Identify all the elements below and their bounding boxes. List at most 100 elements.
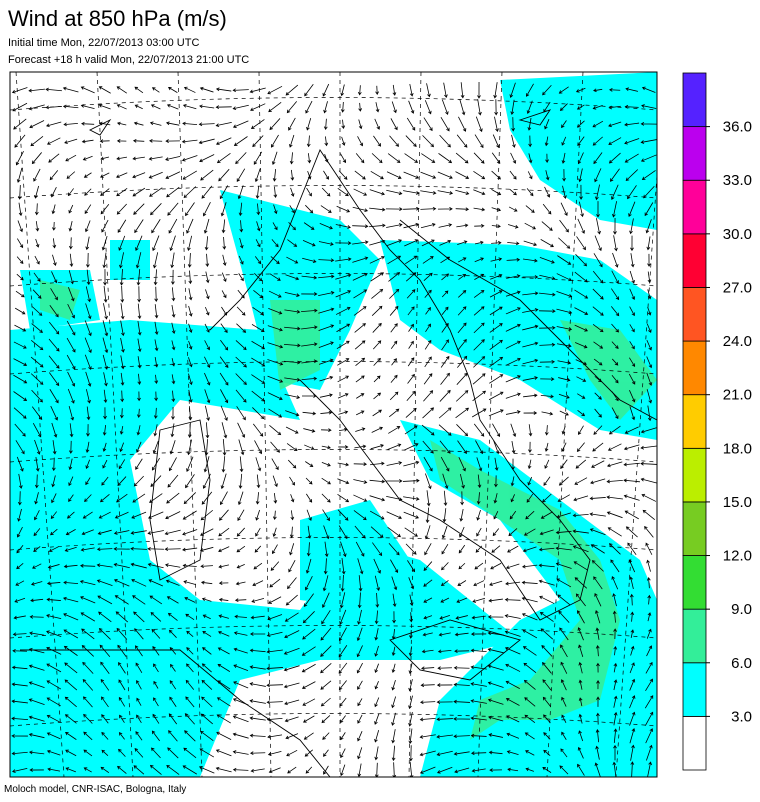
wind-arrow — [528, 135, 532, 148]
wind-arrow — [613, 628, 617, 639]
wind-arrow — [62, 104, 79, 109]
wind-arrow — [169, 646, 177, 655]
wind-arrow — [369, 495, 386, 502]
wind-arrow — [629, 390, 636, 403]
wind-arrow — [441, 322, 449, 333]
wind-arrow — [14, 134, 26, 148]
wind-arrow — [543, 476, 551, 486]
wind-arrow — [169, 680, 177, 690]
wind-arrow — [151, 730, 160, 742]
wind-arrow — [267, 325, 283, 332]
parallel — [10, 273, 657, 287]
colorbar-label: 21.0 — [723, 387, 752, 404]
wind-arrow — [335, 224, 351, 229]
wind-arrow — [153, 407, 158, 419]
wind-arrow — [608, 425, 621, 435]
wind-arrow — [304, 576, 313, 591]
wind-arrow — [607, 443, 622, 451]
wind-arrow — [31, 306, 43, 316]
wind-arrow — [596, 218, 601, 235]
wind-arrow — [305, 204, 314, 214]
wind-arrow — [357, 558, 364, 575]
colorbar-segment — [682, 501, 707, 556]
wind-arrow — [555, 530, 572, 535]
wind-arrow — [647, 271, 652, 284]
wind-arrow — [340, 748, 346, 759]
wind-arrow — [611, 341, 619, 349]
wind-arrow — [592, 136, 603, 146]
wind-arrow — [46, 732, 61, 740]
wind-arrow — [237, 509, 245, 521]
wind-arrow — [630, 645, 635, 656]
wind-arrow — [100, 203, 110, 215]
wind-arrow — [403, 511, 420, 519]
wind-arrow — [539, 325, 556, 330]
wind-arrow — [34, 185, 40, 199]
wind-arrow — [318, 241, 334, 246]
wind-arrow — [322, 732, 330, 740]
wind-arrow — [322, 575, 329, 592]
wind-arrow — [628, 559, 636, 573]
wind-arrow — [527, 171, 533, 180]
wind-arrow — [98, 121, 111, 126]
wind-arrow — [493, 511, 499, 520]
wind-arrow — [150, 475, 162, 487]
wind-arrow — [528, 153, 533, 164]
wind-arrow — [151, 87, 160, 93]
wind-arrow — [404, 527, 418, 537]
wind-arrow — [117, 219, 127, 233]
wind-arrow — [645, 678, 653, 692]
wind-arrow — [561, 152, 566, 164]
wind-arrow — [629, 341, 635, 350]
wind-arrow — [390, 340, 398, 349]
wind-arrow — [473, 423, 485, 437]
wind-arrow — [319, 375, 334, 382]
wind-arrow — [374, 610, 379, 625]
wind-arrow — [374, 575, 381, 592]
wind-arrow — [338, 445, 349, 449]
wind-arrow — [165, 579, 180, 586]
wind-arrow — [492, 134, 500, 149]
wind-arrow — [98, 511, 111, 519]
wind-arrow — [117, 765, 127, 774]
wind-arrow — [116, 139, 127, 143]
wind-arrow — [182, 765, 198, 775]
wind-arrow — [593, 425, 603, 435]
wind-arrow — [52, 238, 57, 249]
wind-arrow — [402, 478, 420, 483]
wind-arrow — [424, 543, 432, 556]
wind-arrow — [268, 101, 282, 113]
wind-arrow — [66, 354, 76, 370]
wind-arrow — [256, 221, 261, 232]
wind-arrow — [523, 240, 538, 247]
wind-arrow — [341, 136, 346, 146]
wind-arrow — [578, 679, 583, 690]
wind-arrow — [589, 512, 606, 517]
wind-arrow — [594, 762, 601, 777]
meridian — [15, 72, 65, 777]
wind-arrow — [116, 156, 128, 161]
wind-arrow — [136, 697, 142, 706]
wind-arrow — [353, 510, 367, 521]
wind-arrow — [421, 153, 436, 163]
wind-arrow — [422, 135, 435, 148]
wind-arrow — [303, 593, 314, 607]
wind-arrow — [407, 373, 415, 384]
initial-time: Initial time Mon, 22/07/2013 03:00 UTC — [8, 37, 199, 49]
wind-arrow — [523, 393, 538, 398]
wind-arrow — [65, 767, 77, 773]
wind-arrow — [490, 257, 503, 262]
wind-arrow — [611, 407, 619, 420]
wind-arrow — [16, 544, 24, 554]
wind-arrow — [219, 185, 229, 200]
wind-arrow — [254, 168, 261, 183]
wind-arrow — [215, 137, 232, 145]
wind-arrow — [458, 456, 466, 472]
wind-arrow — [165, 171, 181, 179]
map-frame — [9, 71, 658, 778]
wind-arrow — [560, 644, 568, 658]
wind-arrow — [392, 593, 397, 608]
wind-arrow — [198, 122, 215, 127]
wind-arrow — [578, 168, 583, 183]
wind-arrow — [556, 326, 573, 331]
